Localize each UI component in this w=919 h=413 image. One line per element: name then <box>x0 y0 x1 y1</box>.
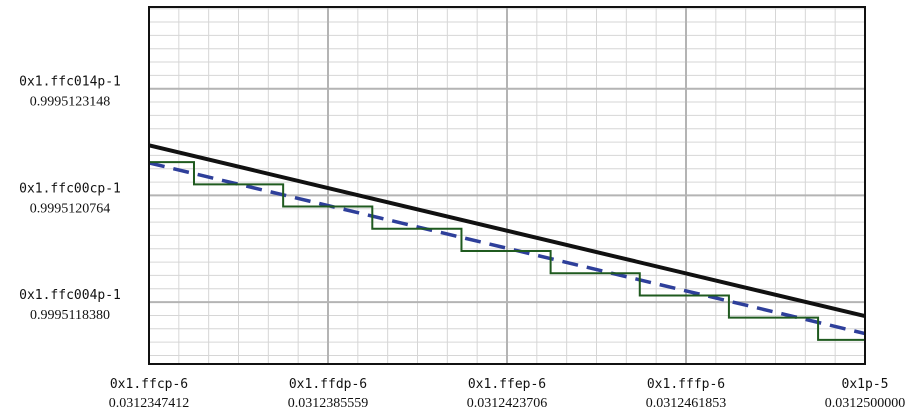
x-tick-label-decimal: 0.0312385559 <box>288 396 369 411</box>
x-tick-label-decimal: 0.0312461853 <box>646 396 727 411</box>
x-tick-label-hex: 0x1.ffep-6 <box>468 377 546 392</box>
plot-frame <box>148 6 866 365</box>
x-tick-label-decimal: 0.0312347412 <box>109 396 190 411</box>
series-solid-line <box>148 143 866 319</box>
x-tick-label-hex: 0x1.ffdp-6 <box>289 377 367 392</box>
series-dashed-line <box>148 161 866 336</box>
series-layer <box>148 143 866 341</box>
grid <box>148 7 866 364</box>
y-tick-label-decimal: 0.9995120764 <box>30 201 111 216</box>
y-tick-label-decimal: 0.9995118380 <box>30 308 110 323</box>
x-tick-label-hex: 0x1.fffp-6 <box>647 377 725 392</box>
series-step-line <box>149 161 865 341</box>
y-tick-label-hex: 0x1.ffc014p-1 <box>19 75 121 90</box>
y-tick-label-hex: 0x1.ffc004p-1 <box>19 288 121 303</box>
x-tick-label-decimal: 0.0312500000 <box>825 396 906 411</box>
x-tick-label-decimal: 0.0312423706 <box>467 396 548 411</box>
y-tick-label-hex: 0x1.ffc00cp-1 <box>19 181 121 196</box>
x-tick-label-hex: 0x1.ffcp-6 <box>110 377 188 392</box>
x-tick-label-hex: 0x1p-5 <box>842 377 889 392</box>
tick-labels: 0x1.ffcp-6 0.0312347412 0x1.ffdp-6 0.031238… <box>19 75 905 411</box>
y-tick-label-decimal: 0.9995123148 <box>30 95 111 110</box>
